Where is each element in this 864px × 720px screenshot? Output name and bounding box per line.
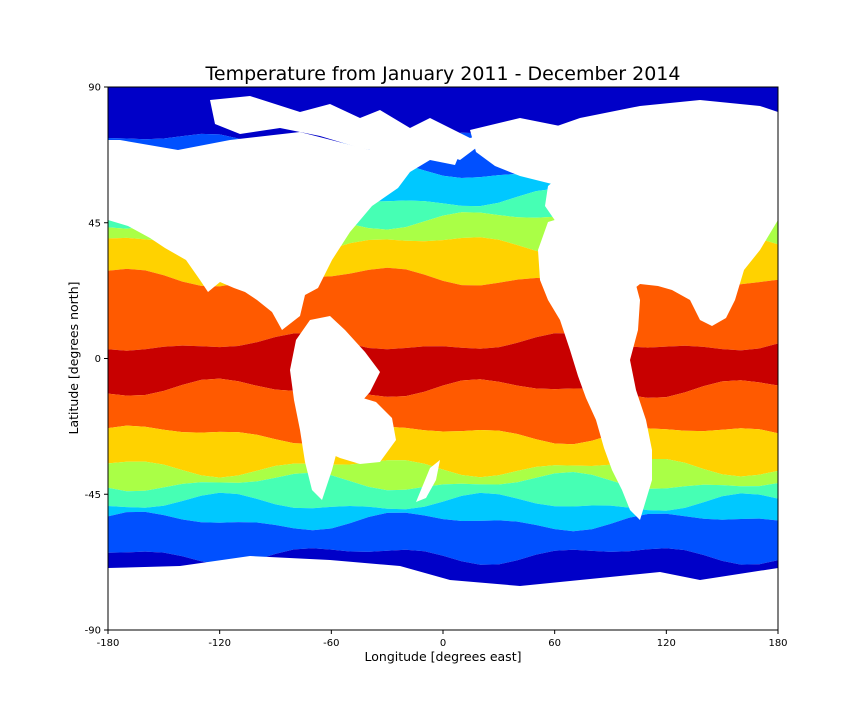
land-africa <box>538 214 652 520</box>
contour-band <box>108 492 778 532</box>
contour-band <box>108 511 778 565</box>
x-tick-label: -180 <box>97 638 120 649</box>
y-axis: -90 -45 0 45 90 <box>85 83 108 637</box>
contour-band <box>108 459 778 492</box>
contour-band <box>108 472 778 511</box>
land-antarctica <box>108 556 778 630</box>
land-new-zealand <box>416 460 440 502</box>
y-tick-label: 0 <box>95 354 101 365</box>
x-axis-label: Longitude [degrees east] <box>365 649 522 664</box>
y-axis-label: Latitude [degrees north] <box>66 282 81 435</box>
y-tick-label: -90 <box>85 626 101 637</box>
x-tick-label: 60 <box>548 638 561 649</box>
land-mask <box>108 96 778 630</box>
chart-title: Temperature from January 2011 - December… <box>205 63 681 85</box>
y-tick-label: 90 <box>88 83 101 94</box>
land-arctic-islands <box>210 96 500 160</box>
x-tick-label: -120 <box>208 638 231 649</box>
y-tick-label: -45 <box>85 490 101 501</box>
x-tick-label: 180 <box>768 638 787 649</box>
land-australia <box>318 396 396 464</box>
plot-area <box>108 87 778 630</box>
x-tick-label: 0 <box>440 638 446 649</box>
y-tick-label: 45 <box>88 218 101 229</box>
land-north-america <box>108 132 462 330</box>
x-tick-label: 120 <box>657 638 676 649</box>
x-tick-label: -60 <box>323 638 339 649</box>
x-axis: -180 -120 -60 0 60 120 180 <box>97 630 788 649</box>
